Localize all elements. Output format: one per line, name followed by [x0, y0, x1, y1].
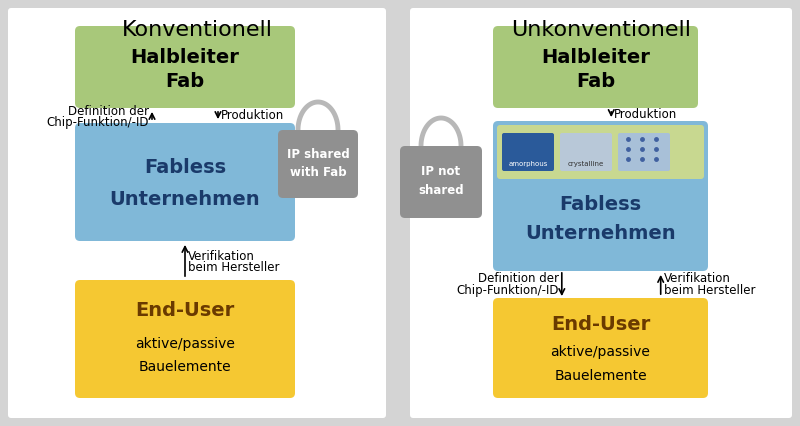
Text: beim Hersteller: beim Hersteller: [664, 284, 755, 297]
FancyBboxPatch shape: [75, 26, 295, 108]
FancyBboxPatch shape: [560, 133, 612, 171]
FancyBboxPatch shape: [75, 280, 295, 398]
FancyBboxPatch shape: [493, 121, 708, 271]
FancyBboxPatch shape: [400, 146, 482, 218]
Text: Unternehmen: Unternehmen: [110, 190, 260, 209]
Text: Bauelemente: Bauelemente: [138, 360, 231, 374]
Text: Fabless: Fabless: [559, 196, 642, 215]
Text: Bauelemente: Bauelemente: [554, 369, 647, 383]
Text: Produktion: Produktion: [221, 109, 284, 122]
FancyBboxPatch shape: [8, 8, 386, 418]
Text: beim Hersteller: beim Hersteller: [188, 261, 279, 274]
Text: Fab: Fab: [166, 72, 205, 91]
Text: Chip-Funktion/-ID: Chip-Funktion/-ID: [456, 284, 558, 297]
FancyBboxPatch shape: [493, 26, 698, 108]
Text: End-User: End-User: [551, 314, 650, 334]
Text: Definition der: Definition der: [478, 272, 558, 285]
FancyBboxPatch shape: [502, 133, 554, 171]
Text: with Fab: with Fab: [290, 166, 346, 178]
Text: IP shared: IP shared: [286, 148, 350, 161]
Text: IP not: IP not: [422, 165, 461, 178]
Text: Fab: Fab: [576, 72, 615, 91]
FancyBboxPatch shape: [410, 8, 792, 418]
Text: End-User: End-User: [135, 301, 234, 320]
Text: Halbleiter: Halbleiter: [130, 48, 239, 66]
FancyBboxPatch shape: [618, 133, 670, 171]
Text: Verifikation: Verifikation: [188, 250, 255, 263]
Text: Konventionell: Konventionell: [122, 20, 273, 40]
Text: Unkonventionell: Unkonventionell: [511, 20, 691, 40]
Text: amorphous: amorphous: [508, 161, 548, 167]
FancyBboxPatch shape: [278, 130, 358, 198]
Text: Unternehmen: Unternehmen: [525, 224, 676, 243]
Text: Halbleiter: Halbleiter: [541, 48, 650, 66]
Text: crystalline: crystalline: [568, 161, 604, 167]
Text: shared: shared: [418, 184, 464, 197]
Text: Chip-Funktion/-ID: Chip-Funktion/-ID: [46, 116, 149, 129]
Text: Definition der: Definition der: [68, 105, 149, 118]
FancyBboxPatch shape: [493, 298, 708, 398]
FancyBboxPatch shape: [75, 123, 295, 241]
Text: Produktion: Produktion: [614, 108, 678, 121]
Text: aktive/passive: aktive/passive: [135, 337, 235, 351]
FancyBboxPatch shape: [497, 125, 704, 179]
Text: Fabless: Fabless: [144, 158, 226, 177]
Text: aktive/passive: aktive/passive: [550, 345, 650, 359]
Text: Verifikation: Verifikation: [664, 272, 730, 285]
